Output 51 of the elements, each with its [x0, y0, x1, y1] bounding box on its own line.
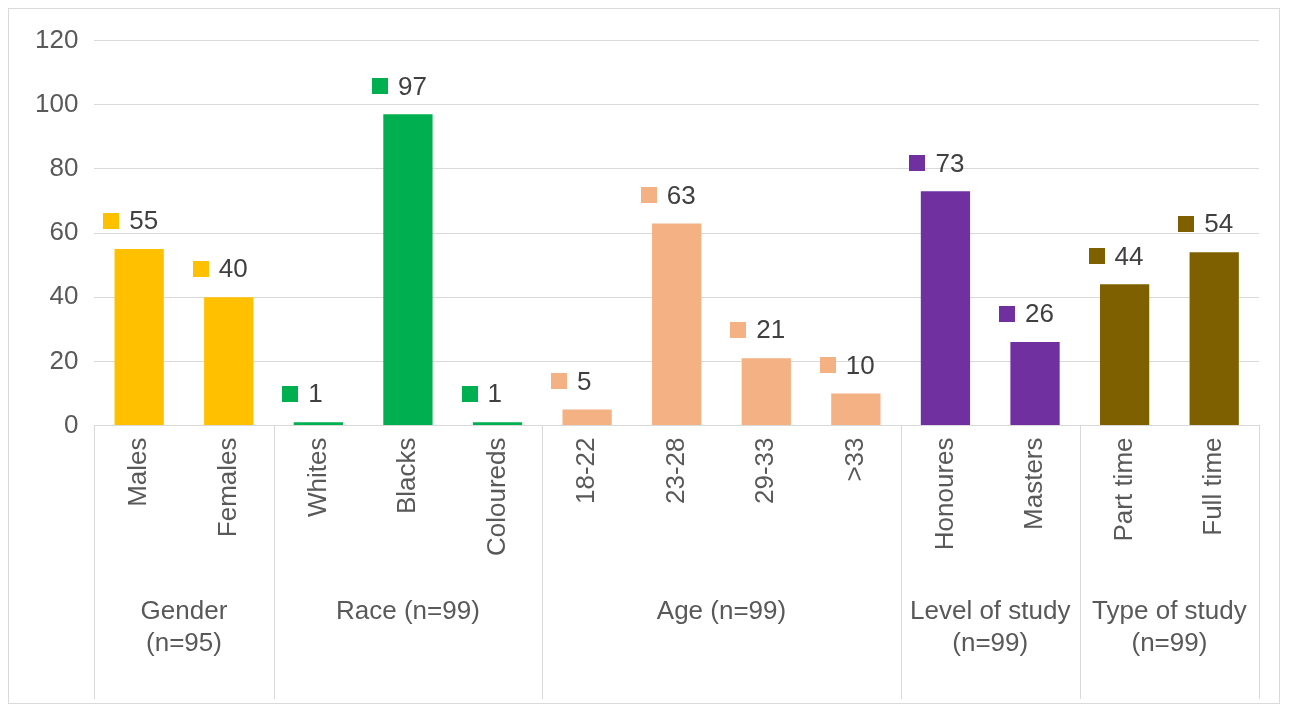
data-label: 54 [1204, 208, 1234, 239]
bar [293, 422, 343, 425]
y-tick-label: 0 [63, 408, 79, 439]
bar [562, 409, 612, 425]
text: Age (n=99) [656, 595, 787, 626]
bar [204, 297, 254, 425]
bar [1189, 252, 1239, 425]
x-tick-label: Coloureds [480, 437, 511, 556]
bar [383, 114, 433, 425]
text: Gender (n=95) [140, 595, 228, 658]
bar [652, 223, 702, 425]
bar [741, 358, 791, 425]
data-label: 97 [397, 70, 427, 101]
x-tick-label: Masters [1018, 437, 1049, 530]
x-tick-label: 23-28 [659, 437, 690, 504]
y-tick-label: 80 [49, 152, 79, 183]
data-label: 10 [845, 349, 875, 380]
data-label: 1 [487, 378, 502, 409]
data-label: 55 [129, 205, 159, 236]
data-label: 73 [935, 147, 965, 178]
x-tick-label: Part time [1107, 437, 1138, 542]
bar [831, 393, 881, 425]
x-tick-label: 29-33 [749, 437, 780, 504]
data-label: 1 [308, 378, 323, 409]
y-tick-label: 20 [49, 344, 79, 375]
data-label: 44 [1114, 240, 1144, 271]
text: Race (n=99) [336, 595, 480, 626]
x-tick-label: >33 [839, 437, 870, 482]
bar [920, 191, 971, 425]
y-tick-label: 40 [49, 280, 79, 311]
x-tick-label: Females [211, 437, 242, 538]
data-label: 63 [666, 179, 696, 210]
x-tick-label: 18-22 [570, 437, 601, 504]
data-label: 5 [577, 365, 592, 396]
y-tick-label: 60 [49, 216, 79, 247]
data-label: 21 [756, 314, 786, 345]
bar [472, 422, 523, 425]
x-tick-label: Honoures [928, 437, 959, 551]
text: Level of study (n=99) [910, 595, 1071, 658]
x-tick-label: Blacks [391, 437, 422, 515]
y-tick-label: 120 [34, 23, 79, 54]
bar [1010, 342, 1060, 425]
text: Type of study (n=99) [1092, 595, 1247, 658]
data-label: 40 [218, 253, 248, 284]
x-tick-label: Full time [1197, 437, 1228, 536]
bar [114, 249, 164, 425]
y-tick-label: 100 [34, 87, 79, 118]
bar [1099, 284, 1150, 425]
x-tick-label: Whites [301, 437, 332, 517]
x-tick-label: Males [122, 437, 153, 507]
data-label: 26 [1025, 298, 1054, 329]
